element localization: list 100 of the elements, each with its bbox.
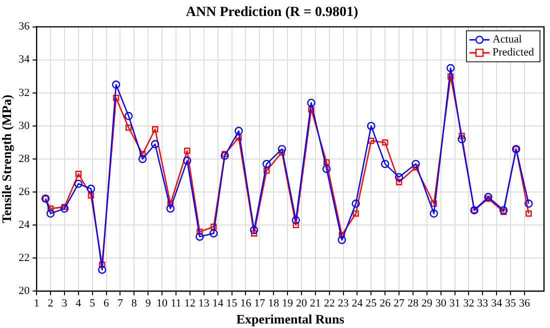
x-tick-label: 14 (212, 298, 224, 310)
point (60, 204, 69, 213)
point (292, 222, 299, 228)
x-tick-label: 1 (34, 298, 40, 310)
x-tick-label: 31 (449, 298, 460, 310)
point (368, 138, 374, 144)
x-tick-label: 36 (518, 298, 530, 310)
point (352, 200, 360, 208)
point (484, 192, 492, 202)
point (86, 184, 96, 193)
x-tick-label: 6 (104, 298, 110, 310)
point (367, 122, 376, 130)
point (307, 98, 316, 107)
x-tick-label: 7 (117, 298, 124, 310)
x-tick-label: 12 (184, 298, 196, 310)
x-tick-label: 24 (352, 298, 364, 310)
point (210, 229, 218, 238)
point (183, 156, 192, 165)
x-tick-label: 32 (463, 298, 474, 310)
x-tick-label: 15 (226, 298, 238, 310)
point (112, 94, 120, 101)
x-tick-label: 4 (76, 298, 82, 310)
point (322, 164, 331, 174)
point (524, 200, 533, 208)
x-tick-label: 21 (310, 298, 321, 310)
point (278, 144, 286, 154)
point (47, 206, 54, 212)
x-tick-label: 16 (240, 298, 252, 310)
point (99, 262, 106, 268)
x-tick-label: 27 (394, 298, 406, 310)
point (430, 209, 438, 218)
point (196, 228, 203, 235)
x-tick-label: 23 (338, 298, 350, 310)
x-tick-label: 10 (156, 298, 168, 310)
point (167, 200, 174, 207)
point (138, 154, 147, 164)
point (308, 106, 314, 112)
point (250, 230, 258, 236)
point (196, 232, 204, 241)
x-axis-title: Experimental Runs (236, 312, 344, 327)
legend-label: Actual (492, 34, 522, 46)
point (236, 134, 242, 141)
point (88, 192, 94, 198)
y-tick-label: 20 (18, 285, 30, 298)
point (500, 208, 507, 215)
y-tick-label: 24 (18, 218, 30, 231)
point (526, 210, 532, 217)
x-tick-label: 30 (435, 298, 447, 310)
x-tick-label: 2 (48, 298, 54, 310)
x-tick-label: 19 (282, 298, 294, 310)
point (499, 206, 508, 214)
point (124, 112, 133, 120)
y-tick-label: 26 (18, 186, 30, 198)
x-tick-label: 28 (407, 298, 419, 310)
point (394, 173, 404, 182)
point (446, 64, 455, 72)
x-tick-label: 17 (254, 298, 266, 310)
point (220, 152, 229, 160)
point (396, 179, 402, 186)
point (292, 216, 300, 224)
point (262, 160, 271, 168)
x-tick-label: 3 (62, 298, 68, 310)
x-tick-label: 35 (505, 298, 517, 310)
point (412, 160, 420, 168)
x-tick-label: 18 (268, 298, 280, 310)
x-tick-label: 9 (145, 298, 152, 310)
point (75, 170, 82, 177)
point (184, 148, 190, 154)
y-tick-label: 34 (18, 54, 30, 66)
x-tick-label: 5 (90, 298, 96, 310)
x-tick-label: 33 (477, 298, 489, 310)
x-tick-label: 29 (421, 298, 433, 310)
x-tick-label: 34 (491, 298, 503, 310)
point (46, 209, 55, 218)
point (338, 236, 346, 244)
legend-label: Predicted (492, 46, 534, 59)
y-tick-label: 36 (18, 20, 30, 33)
point (152, 126, 158, 132)
y-tick-label: 22 (18, 252, 30, 264)
point (126, 124, 132, 131)
point (448, 73, 454, 80)
point (250, 226, 258, 234)
x-tick-label: 22 (324, 298, 335, 310)
point (74, 180, 83, 188)
x-tick-label: 26 (380, 298, 392, 310)
x-tick-label: 8 (131, 298, 138, 310)
point (112, 80, 120, 89)
point (458, 135, 466, 144)
point (222, 150, 228, 158)
chart-title: ANN Prediction (R = 0.9801) (186, 5, 358, 20)
y-tick-label: 28 (18, 152, 30, 165)
point (352, 210, 359, 217)
point (430, 200, 437, 207)
point (234, 126, 243, 136)
point (61, 204, 68, 210)
x-tick-label: 20 (296, 298, 308, 310)
point (380, 160, 390, 168)
point (98, 266, 106, 274)
x-tick-label: 13 (198, 298, 210, 310)
point (458, 132, 465, 139)
